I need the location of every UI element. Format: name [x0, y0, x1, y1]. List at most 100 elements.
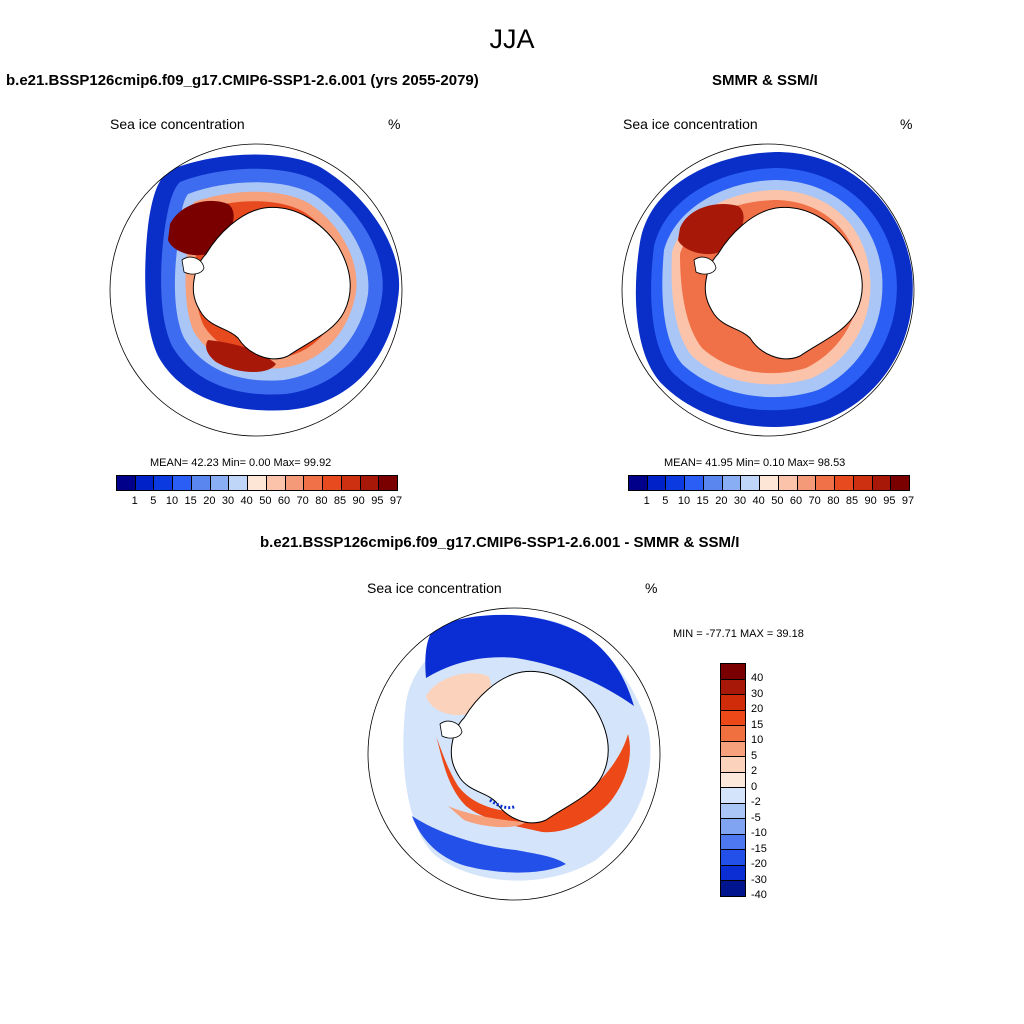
- colorbar-swatch: [721, 865, 745, 882]
- colorbar-swatch: [154, 476, 174, 490]
- colorbar-tick-label: 10: [165, 495, 179, 507]
- colorbar-swatch: [778, 476, 798, 490]
- colorbar-tick-label: 60: [277, 495, 291, 507]
- colorbar-tick-label: 95: [371, 495, 384, 507]
- colorbar-swatch: [117, 476, 136, 490]
- colorbar-tick-label: 80: [315, 495, 328, 507]
- obs-units-label: %: [900, 116, 913, 132]
- colorbar-tick-label: -10: [751, 827, 767, 840]
- colorbar-tick-label: 60: [789, 495, 803, 507]
- obs-panel-title: SMMR & SSM/I: [712, 72, 818, 89]
- colorbar-tick-label: 90: [864, 495, 877, 507]
- colorbar-swatch: [891, 476, 910, 490]
- colorbar-swatch: [721, 772, 745, 789]
- colorbar-swatch: [721, 695, 745, 711]
- colorbar-tick-label: -5: [751, 811, 761, 824]
- colorbar-swatch: [721, 788, 745, 804]
- obs-stats: MEAN= 41.95 Min= 0.10 Max= 98.53: [664, 457, 846, 469]
- colorbar-tick-label: 15: [184, 495, 197, 507]
- colorbar-swatch: [816, 476, 836, 490]
- colorbar-tick-label: -15: [751, 842, 767, 855]
- colorbar-swatch: [721, 741, 745, 758]
- colorbar-tick-label: 30: [733, 495, 747, 507]
- obs-colorbar: [628, 475, 910, 491]
- colorbar-tick-label: 30: [751, 687, 764, 700]
- colorbar-swatch: [666, 476, 686, 490]
- colorbar-tick-label: 40: [752, 495, 765, 507]
- colorbar-swatch: [853, 476, 873, 490]
- colorbar-tick-label: 20: [715, 495, 728, 507]
- colorbar-tick-label: 20: [203, 495, 216, 507]
- colorbar-swatch: [835, 476, 854, 490]
- colorbar-swatch: [722, 476, 742, 490]
- colorbar-tick-label: -30: [751, 873, 767, 886]
- colorbar-tick-label: 15: [696, 495, 709, 507]
- model-variable-label: Sea ice concentration: [110, 116, 245, 132]
- colorbar-tick-label: 40: [751, 672, 764, 685]
- model-polar-map: [109, 143, 403, 437]
- colorbar-swatch: [210, 476, 230, 490]
- colorbar-swatch: [304, 476, 324, 490]
- colorbar-swatch: [721, 834, 745, 851]
- colorbar-swatch: [360, 476, 380, 490]
- diff-panel-title: b.e21.BSSP126cmip6.f09_g17.CMIP6-SSP1-2.…: [260, 534, 740, 551]
- colorbar-tick-label: 1: [643, 495, 650, 507]
- colorbar-swatch: [285, 476, 305, 490]
- colorbar-tick-label: -20: [751, 858, 767, 871]
- model-colorbar: [116, 475, 398, 491]
- colorbar-tick-label: 0: [751, 780, 758, 793]
- obs-polar-map: [621, 143, 915, 437]
- diff-units-label: %: [645, 580, 658, 596]
- colorbar-swatch: [266, 476, 286, 490]
- colorbar-swatch: [721, 710, 745, 727]
- colorbar-swatch: [797, 476, 817, 490]
- figure-title: JJA: [489, 24, 535, 54]
- colorbar-swatch: [229, 476, 249, 490]
- colorbar-tick-label: 15: [751, 718, 764, 731]
- colorbar-tick-label: 20: [751, 703, 764, 716]
- colorbar-tick-label: 90: [352, 495, 365, 507]
- colorbar-swatch: [647, 476, 667, 490]
- colorbar-swatch: [248, 476, 267, 490]
- colorbar-tick-label: 5: [662, 495, 669, 507]
- colorbar-tick-label: 50: [771, 495, 784, 507]
- colorbar-swatch: [685, 476, 704, 490]
- colorbar-swatch: [173, 476, 192, 490]
- colorbar-tick-label: 10: [677, 495, 691, 507]
- colorbar-tick-label: 70: [808, 495, 821, 507]
- colorbar-tick-label: 95: [883, 495, 896, 507]
- colorbar-swatch: [191, 476, 211, 490]
- model-stats: MEAN= 42.23 Min= 0.00 Max= 99.92: [150, 457, 332, 469]
- colorbar-tick-label: 40: [240, 495, 253, 507]
- colorbar-swatch: [741, 476, 761, 490]
- diff-colorbar: [720, 663, 746, 897]
- diff-variable-label: Sea ice concentration: [367, 580, 502, 596]
- colorbar-tick-label: 2: [751, 765, 758, 778]
- colorbar-tick-label: 97: [389, 495, 403, 507]
- model-units-label: %: [388, 116, 401, 132]
- model-panel-title: b.e21.BSSP126cmip6.f09_g17.CMIP6-SSP1-2.…: [6, 72, 479, 89]
- colorbar-swatch: [135, 476, 155, 490]
- colorbar-tick-label: 1: [131, 495, 138, 507]
- colorbar-swatch: [341, 476, 361, 490]
- colorbar-swatch: [703, 476, 723, 490]
- obs-variable-label: Sea ice concentration: [623, 116, 758, 132]
- colorbar-swatch: [721, 819, 745, 835]
- colorbar-tick-label: 80: [827, 495, 840, 507]
- colorbar-swatch: [323, 476, 342, 490]
- colorbar-tick-label: 50: [259, 495, 272, 507]
- colorbar-tick-label: 97: [901, 495, 915, 507]
- colorbar-tick-label: 85: [333, 495, 347, 507]
- colorbar-swatch: [721, 679, 745, 696]
- colorbar-tick-label: 10: [751, 734, 764, 747]
- colorbar-swatch: [721, 757, 745, 773]
- colorbar-swatch: [721, 803, 745, 820]
- colorbar-tick-label: 30: [221, 495, 235, 507]
- colorbar-swatch: [379, 476, 398, 490]
- colorbar-tick-label: -2: [751, 796, 761, 809]
- colorbar-tick-label: 85: [845, 495, 859, 507]
- colorbar-tick-label: 5: [150, 495, 157, 507]
- colorbar-tick-label: -40: [751, 889, 767, 901]
- colorbar-swatch: [629, 476, 648, 490]
- diff-polar-map: [367, 607, 661, 901]
